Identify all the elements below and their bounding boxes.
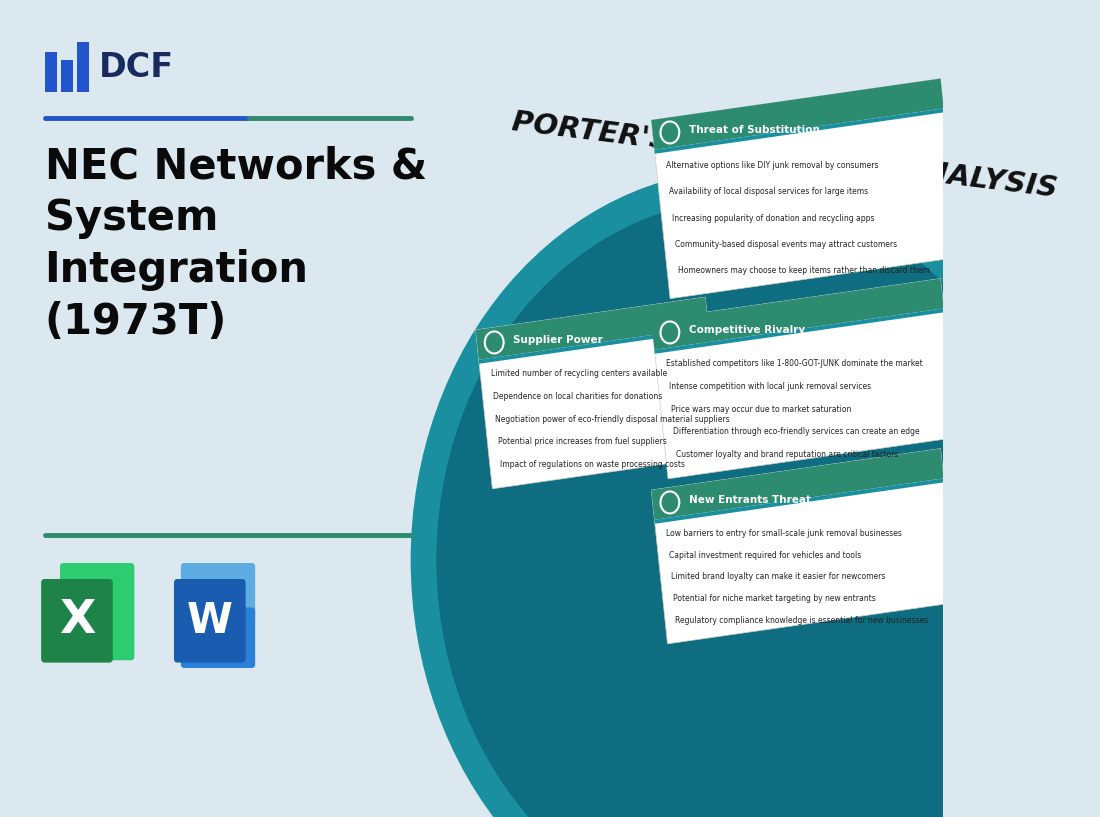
Text: Increasing popularity of donation and recycling apps: Increasing popularity of donation and re…: [672, 214, 875, 223]
FancyBboxPatch shape: [180, 608, 255, 668]
FancyBboxPatch shape: [41, 579, 113, 663]
FancyBboxPatch shape: [651, 449, 957, 644]
FancyBboxPatch shape: [651, 279, 944, 350]
FancyBboxPatch shape: [174, 579, 245, 663]
FancyBboxPatch shape: [651, 279, 957, 479]
Text: Intense competition with local junk removal services: Intense competition with local junk remo…: [669, 382, 871, 391]
Text: Availability of local disposal services for large items: Availability of local disposal services …: [669, 187, 868, 196]
Text: Competitive Rivalry: Competitive Rivalry: [689, 325, 805, 335]
Text: Negotiation power of eco-friendly disposal material suppliers: Negotiation power of eco-friendly dispos…: [495, 415, 730, 424]
Text: Limited number of recycling centers available: Limited number of recycling centers avai…: [491, 369, 667, 378]
Text: W: W: [187, 600, 233, 642]
FancyBboxPatch shape: [651, 78, 944, 150]
Text: Capital investment required for vehicles and tools: Capital investment required for vehicles…: [669, 551, 861, 560]
FancyBboxPatch shape: [651, 449, 944, 520]
FancyBboxPatch shape: [475, 297, 722, 489]
Text: DCF: DCF: [99, 51, 174, 84]
Text: Alternative options like DIY junk removal by consumers: Alternative options like DIY junk remova…: [667, 161, 879, 170]
Text: Threat of Substitution: Threat of Substitution: [689, 125, 820, 135]
Text: Customer loyalty and brand reputation are critical factors: Customer loyalty and brand reputation ar…: [675, 450, 899, 459]
FancyBboxPatch shape: [654, 308, 944, 354]
Text: Differentiation through eco-friendly services can create an edge: Differentiation through eco-friendly ser…: [673, 427, 920, 436]
Text: NEC Networks &
System
Integration
(1973T): NEC Networks & System Integration (1973T…: [45, 145, 427, 342]
Text: Homeowners may choose to keep items rather than discard them: Homeowners may choose to keep items rath…: [678, 266, 930, 275]
FancyBboxPatch shape: [654, 109, 944, 154]
Text: X: X: [58, 598, 95, 643]
Text: Price wars may occur due to market saturation: Price wars may occur due to market satur…: [671, 404, 851, 413]
Text: Potential for niche market targeting by new entrants: Potential for niche market targeting by …: [673, 594, 876, 603]
Circle shape: [437, 200, 1054, 817]
Text: New Entrants Threat: New Entrants Threat: [689, 495, 811, 505]
Polygon shape: [45, 52, 56, 92]
Polygon shape: [60, 60, 73, 92]
FancyBboxPatch shape: [180, 563, 255, 623]
Text: Regulatory compliance knowledge is essential for new businesses: Regulatory compliance knowledge is essen…: [675, 616, 928, 625]
Text: PORTER'S FIVE FORCES ANALYSIS: PORTER'S FIVE FORCES ANALYSIS: [510, 108, 1058, 203]
Text: Impact of regulations on waste processing costs: Impact of regulations on waste processin…: [500, 460, 685, 469]
Text: Supplier Power: Supplier Power: [513, 335, 603, 345]
Text: Potential price increases from fuel suppliers: Potential price increases from fuel supp…: [498, 437, 667, 446]
FancyBboxPatch shape: [651, 78, 959, 299]
Text: Low barriers to entry for small-scale junk removal businesses: Low barriers to entry for small-scale ju…: [667, 529, 902, 538]
Text: Community-based disposal events may attract customers: Community-based disposal events may attr…: [674, 240, 896, 249]
Polygon shape: [77, 42, 89, 92]
Text: Limited brand loyalty can make it easier for newcomers: Limited brand loyalty can make it easier…: [671, 573, 886, 582]
FancyBboxPatch shape: [654, 478, 944, 524]
FancyBboxPatch shape: [475, 297, 708, 359]
FancyBboxPatch shape: [60, 563, 134, 660]
Text: Established competitors like 1-800-GOT-JUNK dominate the market: Established competitors like 1-800-GOT-J…: [667, 359, 923, 368]
Circle shape: [411, 170, 1080, 817]
FancyBboxPatch shape: [478, 327, 708, 364]
Text: Dependence on local charities for donations: Dependence on local charities for donati…: [493, 392, 662, 401]
